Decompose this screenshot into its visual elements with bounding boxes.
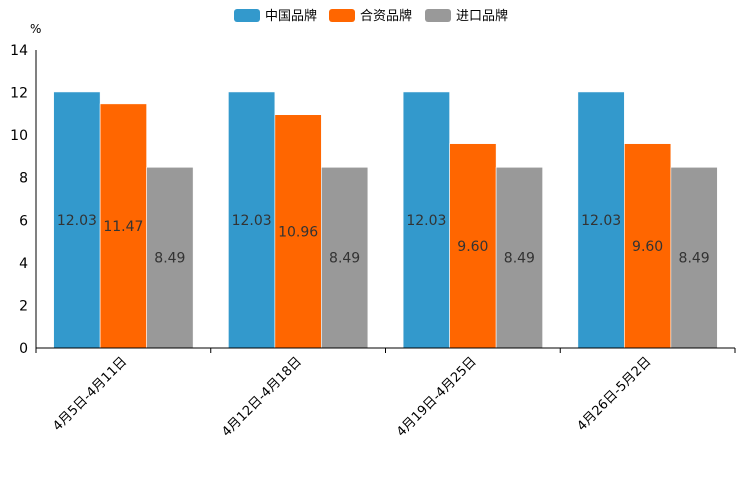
y-tick-label: 2 (19, 298, 28, 314)
x-category-label: 4月5日-4月11日 (50, 354, 130, 434)
bar[interactable] (670, 166, 718, 349)
bar[interactable] (321, 166, 369, 349)
y-tick-label: 6 (19, 213, 28, 229)
data-label: 9.60 (457, 239, 488, 255)
y-tick-label: 4 (19, 256, 28, 272)
legend-swatch (329, 9, 355, 22)
data-label: 12.03 (581, 213, 621, 229)
x-axis: 4月5日-4月11日 4月12日-4月18日 4月19日-4月25日 4月26日-5月… (35, 347, 736, 440)
legend-swatch (425, 9, 451, 22)
bar[interactable] (99, 103, 147, 349)
bar[interactable] (495, 166, 543, 349)
x-category-label: 4月26日-5月2日 (575, 354, 655, 434)
legend-item[interactable]: 中国品牌 (234, 8, 317, 24)
data-label: 12.03 (232, 213, 272, 229)
legend-label: 中国品牌 (265, 8, 317, 24)
y-tick-label: 10 (10, 128, 28, 144)
bar[interactable] (624, 143, 672, 349)
data-label: 8.49 (329, 251, 360, 267)
bars: 12.03 11.47 8.49 12.03 10.96 8.49 12.03 9.60 8.4… (53, 91, 718, 349)
legend: 中国品牌 合资品牌 进口品牌 (234, 8, 508, 24)
data-label: 8.49 (679, 251, 710, 267)
x-category-label: 4月19日-4月25日 (394, 354, 480, 440)
y-axis: 0 2 4 6 8 10 12 14 (10, 43, 37, 357)
x-category-label: 4月12日-4月18日 (219, 354, 305, 440)
data-label: 8.49 (154, 251, 185, 267)
data-label: 12.03 (406, 213, 446, 229)
legend-label: 进口品牌 (456, 8, 508, 24)
legend-item[interactable]: 进口品牌 (425, 8, 508, 24)
data-label: 10.96 (278, 224, 318, 240)
bar[interactable] (577, 91, 625, 349)
legend-label: 合资品牌 (360, 8, 412, 24)
legend-item[interactable]: 合资品牌 (329, 8, 412, 24)
data-label: 11.47 (103, 219, 143, 235)
y-axis-unit-label: % (30, 22, 41, 36)
y-tick-label: 0 (19, 341, 28, 357)
data-label: 9.60 (632, 239, 663, 255)
data-label: 8.49 (504, 251, 535, 267)
bar[interactable] (449, 143, 497, 349)
y-tick-label: 12 (10, 86, 28, 102)
data-label: 12.03 (57, 213, 97, 229)
legend-swatch (234, 9, 260, 22)
y-tick-label: 14 (10, 43, 28, 59)
y-tick-label: 8 (19, 171, 28, 187)
